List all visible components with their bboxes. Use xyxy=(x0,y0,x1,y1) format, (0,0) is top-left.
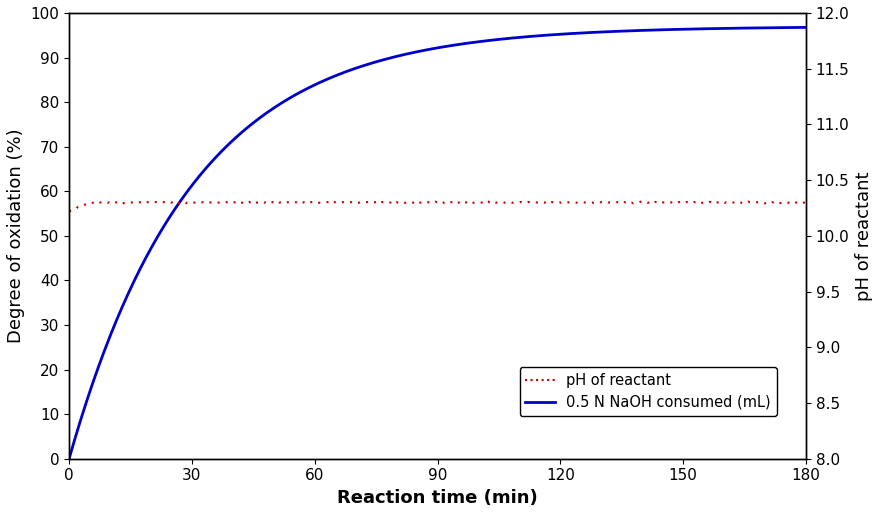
Y-axis label: Degree of oxidation (%): Degree of oxidation (%) xyxy=(7,128,25,343)
Legend: pH of reactant, 0.5 N NaOH consumed (mL): pH of reactant, 0.5 N NaOH consumed (mL) xyxy=(519,367,777,416)
X-axis label: Reaction time (min): Reaction time (min) xyxy=(337,489,538,507)
Y-axis label: pH of reactant: pH of reactant xyxy=(855,171,873,301)
